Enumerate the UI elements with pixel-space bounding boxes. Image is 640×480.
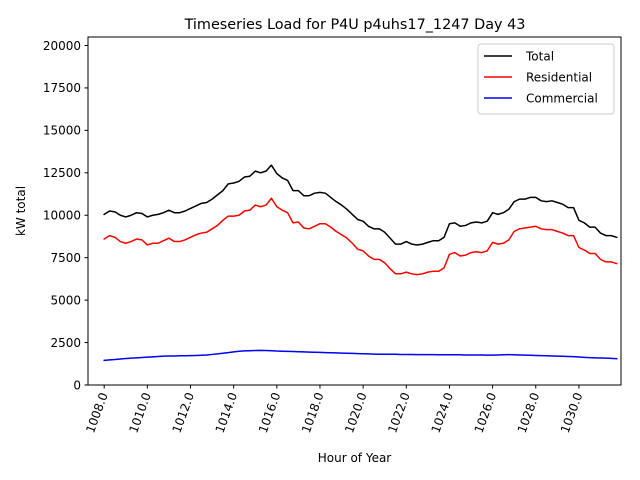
legend-label-residential: Residential bbox=[526, 70, 592, 84]
y-tick-label: 12500 bbox=[43, 166, 81, 180]
series-layer bbox=[103, 164, 618, 362]
legend: Total Residential Commercial bbox=[477, 43, 615, 115]
y-tick-label: 17500 bbox=[43, 81, 81, 95]
plot-frame bbox=[87, 36, 622, 386]
y-axis-label: kW total bbox=[14, 186, 28, 236]
y-axis: 0 2500 5000 7500 10000 12500 15000 17500 20000 bbox=[43, 39, 88, 392]
x-axis-label: Hour of Year bbox=[318, 451, 392, 465]
legend-label-commercial: Commercial bbox=[526, 91, 598, 105]
y-tick-label: 5000 bbox=[50, 293, 81, 307]
legend-box bbox=[477, 43, 615, 115]
chart-title: Timeseries Load for P4U p4uhs17_1247 Day… bbox=[184, 17, 526, 33]
y-tick-label: 10000 bbox=[43, 209, 81, 223]
y-tick-label: 7500 bbox=[50, 251, 81, 265]
series-line-total bbox=[103, 164, 618, 246]
y-tick-label: 0 bbox=[73, 378, 81, 392]
y-tick-label: 15000 bbox=[43, 124, 81, 138]
y-tick-label: 20000 bbox=[43, 39, 81, 53]
legend-label-total: Total bbox=[525, 49, 554, 63]
series-line-commercial bbox=[103, 349, 618, 362]
y-tick-label: 2500 bbox=[50, 336, 81, 350]
series-line-residential bbox=[103, 197, 618, 276]
